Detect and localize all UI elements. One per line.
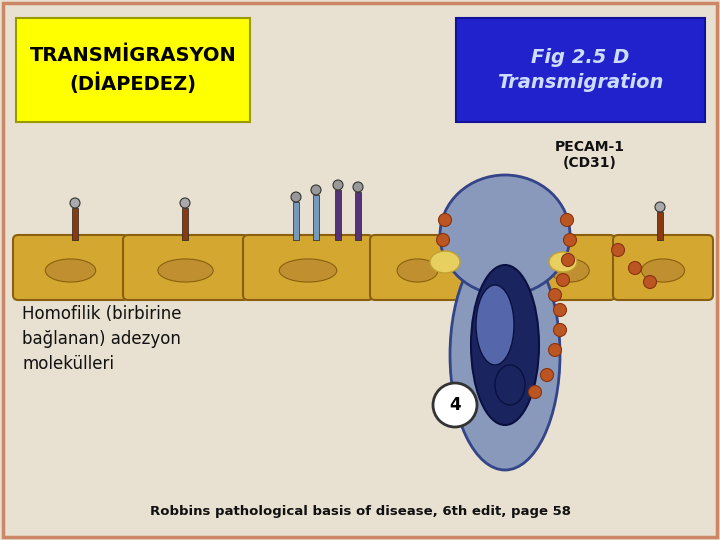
Circle shape	[554, 323, 567, 336]
FancyBboxPatch shape	[16, 18, 250, 122]
Ellipse shape	[450, 240, 560, 470]
Text: PECAM-1
(CD31): PECAM-1 (CD31)	[555, 140, 625, 170]
Bar	[355, 192, 361, 240]
Circle shape	[557, 273, 570, 287]
Circle shape	[436, 233, 449, 246]
Ellipse shape	[430, 251, 460, 273]
Text: Fig 2.5 D
Transmigration: Fig 2.5 D Transmigration	[497, 48, 663, 92]
Bar	[657, 212, 663, 240]
Circle shape	[549, 288, 562, 301]
Circle shape	[291, 192, 301, 202]
FancyBboxPatch shape	[243, 235, 373, 300]
Circle shape	[541, 368, 554, 381]
Ellipse shape	[495, 365, 525, 405]
Circle shape	[180, 198, 190, 208]
Ellipse shape	[279, 259, 337, 282]
Circle shape	[353, 182, 363, 192]
Circle shape	[629, 261, 642, 274]
Circle shape	[562, 253, 575, 267]
Circle shape	[611, 244, 624, 256]
Circle shape	[333, 180, 343, 190]
FancyBboxPatch shape	[123, 235, 248, 300]
Ellipse shape	[440, 175, 570, 295]
Text: Robbins pathological basis of disease, 6th edit, page 58: Robbins pathological basis of disease, 6…	[150, 505, 570, 518]
Text: TRANSMİGRASYON
(DİAPEDEZ): TRANSMİGRASYON (DİAPEDEZ)	[30, 46, 236, 94]
Ellipse shape	[45, 259, 96, 282]
Circle shape	[70, 198, 80, 208]
Circle shape	[433, 383, 477, 427]
Ellipse shape	[642, 259, 685, 282]
Text: Homofilik (birbirine
bağlanan) adezyon
molekülleri: Homofilik (birbirine bağlanan) adezyon m…	[22, 305, 181, 373]
Circle shape	[564, 233, 577, 246]
Circle shape	[549, 343, 562, 356]
Ellipse shape	[158, 259, 213, 282]
Circle shape	[528, 386, 541, 399]
FancyBboxPatch shape	[370, 235, 465, 300]
Circle shape	[554, 303, 567, 316]
Ellipse shape	[549, 252, 577, 272]
FancyBboxPatch shape	[525, 235, 615, 300]
Circle shape	[655, 202, 665, 212]
Bar	[313, 195, 319, 240]
Ellipse shape	[397, 259, 438, 282]
Circle shape	[311, 185, 321, 195]
Bar	[335, 190, 341, 240]
Circle shape	[644, 275, 657, 288]
FancyBboxPatch shape	[13, 235, 128, 300]
Ellipse shape	[476, 285, 514, 365]
Circle shape	[438, 213, 451, 226]
Circle shape	[560, 213, 574, 226]
Ellipse shape	[471, 265, 539, 425]
Bar	[72, 208, 78, 240]
Bar	[293, 202, 299, 240]
Text: 4: 4	[449, 396, 461, 414]
Bar	[182, 208, 188, 240]
FancyBboxPatch shape	[613, 235, 713, 300]
FancyBboxPatch shape	[456, 18, 705, 122]
Ellipse shape	[551, 259, 589, 282]
